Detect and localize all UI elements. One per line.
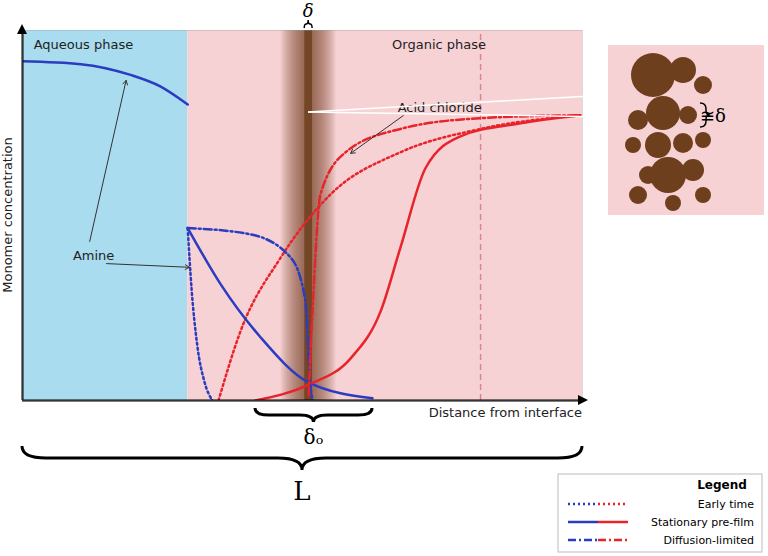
svg-text:L: L: [293, 476, 310, 506]
svg-text:Organic phase: Organic phase: [392, 37, 486, 52]
svg-text:δₒ: δₒ: [304, 425, 324, 449]
svg-text:Aqueous phase: Aqueous phase: [34, 37, 133, 52]
svg-text:Distance from interface: Distance from interface: [429, 405, 582, 420]
svg-text:Early time: Early time: [698, 498, 754, 511]
svg-text:Amine: Amine: [73, 248, 114, 263]
svg-text:Acid chloride: Acid chloride: [397, 100, 482, 116]
svg-text:Diffusion-limited: Diffusion-limited: [664, 534, 754, 547]
svg-text:Stationary pre-film: Stationary pre-film: [651, 516, 754, 529]
svg-text:δ: δ: [303, 0, 314, 21]
svg-text:Monomer concentration: Monomer concentration: [0, 137, 15, 293]
svg-text:≅δ: ≅δ: [700, 105, 726, 126]
svg-text:Legend: Legend: [697, 478, 747, 492]
